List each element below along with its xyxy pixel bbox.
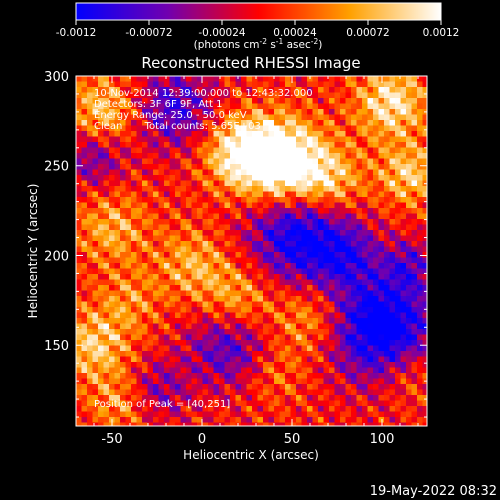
colorbar-tick-label: 0.00072: [346, 27, 389, 39]
annotation-block: 10-Nov-2014 12:39:00.000 to 12:43:32.000…: [94, 88, 313, 132]
y-axis-label: Heliocentric Y (arcsec): [26, 184, 40, 319]
colorbar-tick-label: -0.00024: [198, 27, 246, 39]
colorbar-ticks: -0.0012 -0.00072 -0.00024 0.00024 0.00072 0.0…: [56, 20, 460, 39]
colorbar-gradient: [75, 2, 442, 21]
annotation-total-counts: Clean Total counts: 5.65E+03: [94, 121, 261, 132]
axis-ticks: -50 0 50 100 150 200 250 300: [44, 70, 427, 447]
timestamp: 19-May-2022 08:32: [370, 484, 497, 499]
x-tick-label: -50: [101, 432, 122, 447]
annotation-energy-range: Energy Range: 25.0 - 50.0 keV: [94, 110, 247, 121]
annotation-detectors: Detectors: 3F 6F 9F, Att 1: [94, 99, 222, 110]
heatmap-image: [76, 76, 427, 426]
colorbar: -0.0012 -0.00072 -0.00024 0.00024 0.00072 0.0…: [56, 2, 460, 51]
x-tick-label: 50: [284, 432, 301, 447]
x-tick-label: 100: [370, 432, 395, 447]
chart-title: Reconstructed RHESSI Image: [141, 54, 360, 72]
annotation-time-range: 10-Nov-2014 12:39:00.000 to 12:43:32.000: [94, 88, 313, 99]
colorbar-unit-label: (photons cm-2 s-1 asec-2): [194, 37, 323, 51]
plot-frame: [75, 75, 428, 427]
colorbar-tick-label: -0.00072: [125, 27, 172, 39]
y-tick-label: 300: [44, 70, 69, 85]
x-axis-label: Heliocentric X (arcsec): [183, 448, 319, 462]
y-tick-label: 150: [44, 339, 69, 354]
colorbar-tick-label: -0.0012: [56, 27, 97, 39]
colorbar-tick-label: 0.00024: [273, 27, 317, 39]
x-tick-label: 0: [198, 432, 206, 447]
colorbar-tick-label: 0.0012: [423, 27, 460, 39]
peak-position-label: Position of Peak = [40,251]: [94, 399, 230, 410]
y-tick-label: 250: [44, 160, 69, 175]
y-tick-label: 200: [44, 249, 69, 264]
